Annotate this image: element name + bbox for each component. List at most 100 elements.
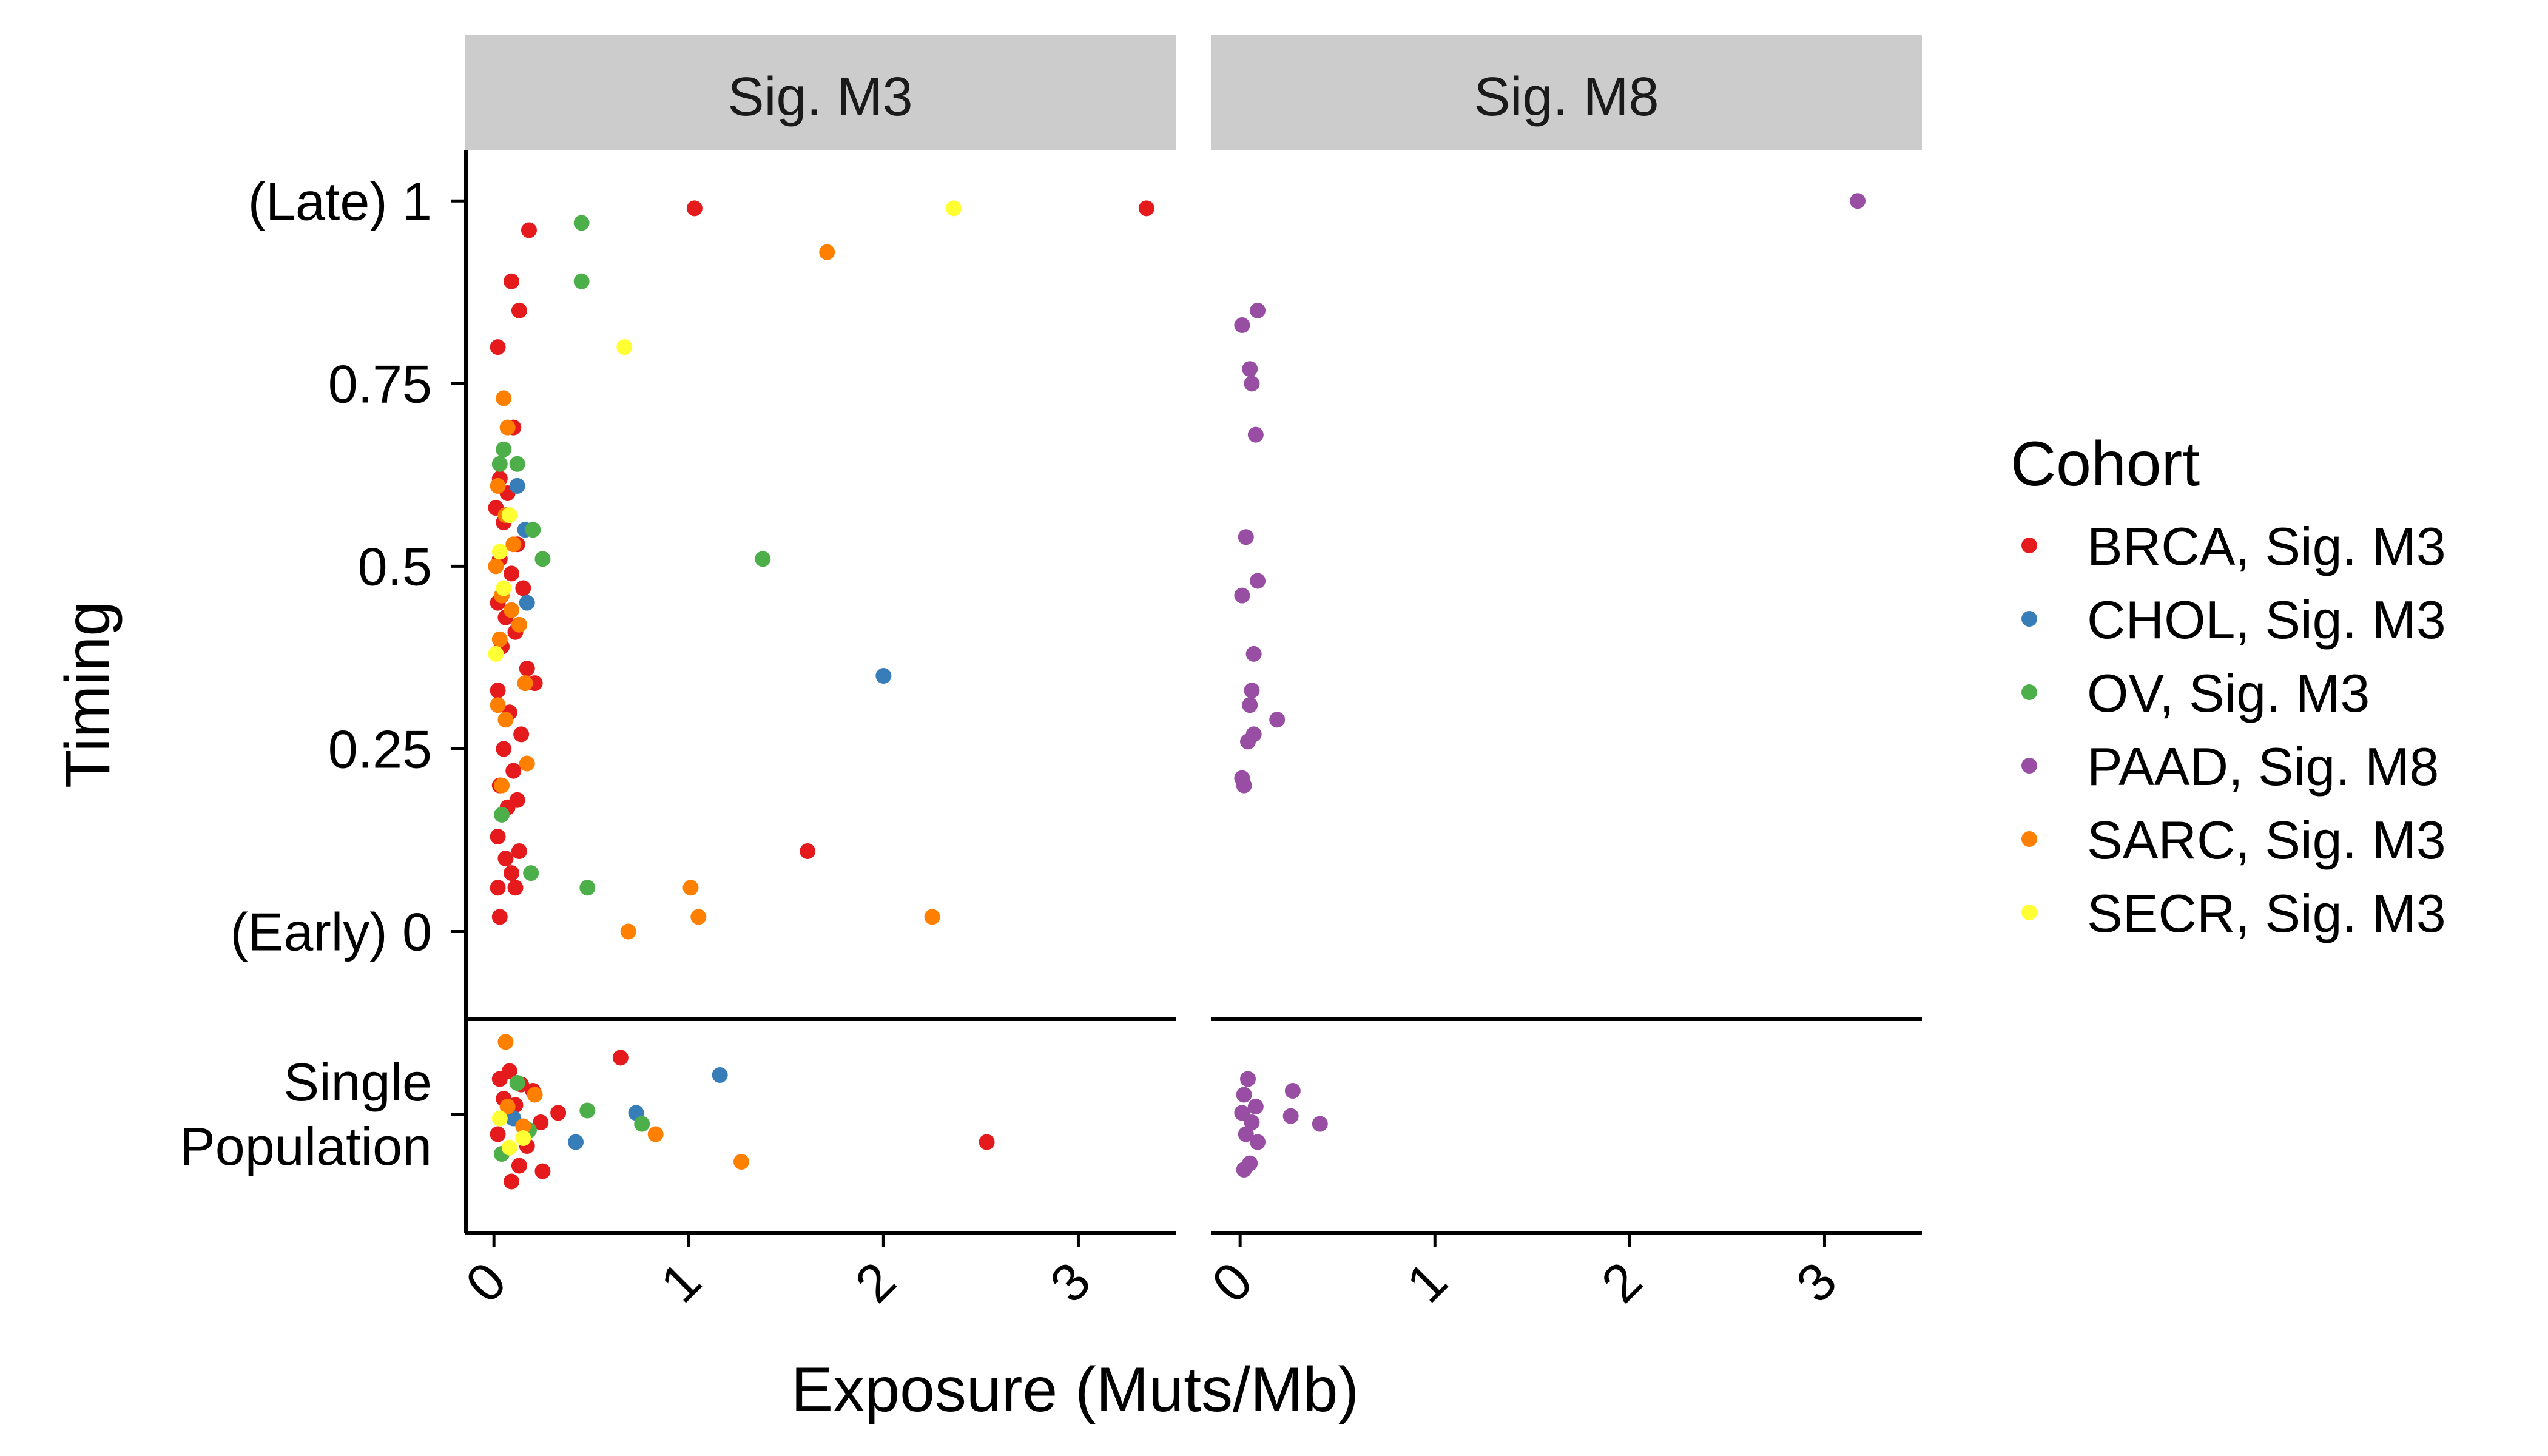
- data-point: [1850, 193, 1866, 209]
- facet-strip-m8: Sig. M8: [1211, 35, 1922, 150]
- data-point: [534, 551, 551, 567]
- data-point: [1234, 587, 1250, 604]
- y-axis-title: Timing: [53, 601, 123, 788]
- data-point: [1247, 426, 1264, 443]
- x-tick-label: 2: [843, 1250, 907, 1314]
- legend-title: Cohort: [2010, 429, 2200, 499]
- data-point: [490, 828, 506, 844]
- data-point: [819, 244, 835, 260]
- y-axis-ticks: (Late) 1 0.75 0.5 0.25 (Early) 0: [231, 171, 466, 962]
- data-point: [573, 273, 590, 289]
- data-point: [515, 580, 531, 596]
- single-population-point: [1250, 1134, 1266, 1150]
- single-population-point: [515, 1130, 531, 1146]
- single-population-point: [501, 1139, 517, 1156]
- facet-strip-m8-background: [1211, 35, 1922, 150]
- data-point: [690, 909, 707, 925]
- single-population-point: [1282, 1108, 1299, 1124]
- facet-strip-m3-label: Sig. M3: [727, 67, 912, 127]
- single-population-point: [511, 1158, 527, 1174]
- data-point: [511, 302, 527, 318]
- data-point: [496, 741, 512, 757]
- data-point: [1245, 645, 1262, 662]
- single-population-point: [504, 1173, 520, 1190]
- data-point: [523, 865, 539, 881]
- data-point: [1240, 733, 1256, 750]
- data-point: [497, 851, 514, 867]
- y-tick-label: 0.25: [328, 719, 432, 779]
- data-point: [1244, 682, 1260, 699]
- data-point: [490, 880, 506, 896]
- data-point: [501, 507, 517, 524]
- x-tick-label: 0: [1200, 1250, 1264, 1314]
- data-point: [491, 909, 508, 925]
- facet-strip-m3: Sig. M3: [465, 35, 1176, 150]
- data-point: [620, 923, 636, 940]
- single-population-point: [1244, 1114, 1260, 1130]
- single-population-point: [634, 1116, 650, 1132]
- data-point: [1250, 302, 1266, 318]
- data-point: [490, 477, 506, 494]
- single-population-point: [1312, 1116, 1328, 1132]
- data-point: [504, 565, 520, 582]
- data-point: [1269, 712, 1286, 728]
- x-tick-label: 3: [1039, 1250, 1102, 1314]
- data-point: [491, 544, 508, 560]
- data-point: [519, 660, 535, 676]
- data-point: [488, 645, 504, 662]
- x-tick-label: 0: [454, 1250, 517, 1314]
- data-point: [924, 909, 940, 925]
- legend-label: SARC, Sig. M3: [2087, 810, 2446, 870]
- single-population-label: Single Population: [180, 1052, 466, 1176]
- legend-label: SECR, Sig. M3: [2087, 883, 2446, 943]
- x-tick-label: 1: [1395, 1250, 1458, 1314]
- data-point: [504, 602, 520, 618]
- data-point: [488, 558, 504, 575]
- data-point: [496, 580, 512, 596]
- axes: [464, 150, 1922, 1235]
- data-points: [488, 193, 1866, 1190]
- data-point: [496, 441, 512, 457]
- legend-key: [2021, 831, 2037, 847]
- single-population-point: [1284, 1083, 1301, 1099]
- data-point: [616, 339, 633, 356]
- single-population-point: [501, 1063, 517, 1079]
- y-tick-label: (Late) 1: [248, 171, 432, 231]
- data-point: [494, 806, 510, 823]
- data-point: [496, 390, 512, 406]
- data-point: [945, 200, 962, 217]
- data-point: [1236, 777, 1252, 794]
- data-point: [491, 456, 508, 472]
- data-point: [519, 595, 535, 611]
- data-point: [755, 551, 771, 567]
- single-population-point: [1238, 1126, 1254, 1142]
- single-population-point: [568, 1134, 584, 1150]
- legend-label: CHOL, Sig. M3: [2087, 590, 2446, 650]
- legend-key: [2021, 611, 2037, 627]
- x-tick-label: 1: [649, 1250, 712, 1314]
- single-population-point: [579, 1102, 596, 1119]
- legend-key: [2021, 905, 2037, 920]
- single-population-point: [1236, 1087, 1252, 1103]
- data-point: [1238, 529, 1254, 545]
- data-point: [504, 865, 520, 881]
- data-point: [490, 697, 506, 713]
- single-population-point: [550, 1105, 567, 1121]
- single-population-point: [534, 1163, 551, 1179]
- data-point: [686, 200, 703, 217]
- data-point: [491, 631, 508, 647]
- legend-label: BRCA, Sig. M3: [2087, 516, 2446, 576]
- single-population-label-line1: Single: [283, 1052, 432, 1112]
- data-point: [497, 712, 514, 728]
- single-population-point: [612, 1050, 629, 1066]
- data-point: [519, 755, 535, 772]
- data-point: [507, 880, 524, 896]
- x-tick-label: 2: [1589, 1250, 1653, 1314]
- facet-strip-m8-label: Sig. M8: [1474, 67, 1659, 127]
- y-tick-label: (Early) 0: [231, 902, 433, 962]
- data-point: [521, 222, 537, 238]
- data-point: [490, 339, 506, 356]
- data-point: [505, 536, 522, 553]
- data-point: [509, 477, 525, 494]
